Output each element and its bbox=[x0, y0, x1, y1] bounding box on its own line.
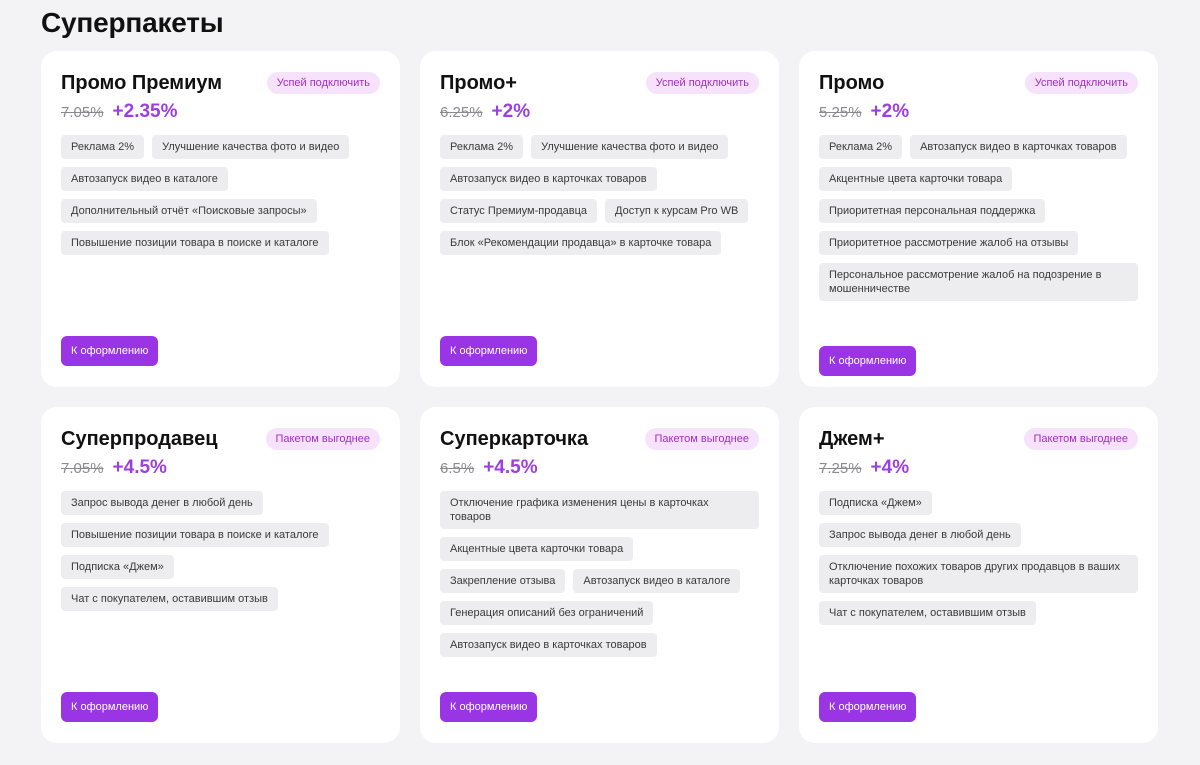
package-card-promo-premium: Промо Премиум Успей подключить 7.05% +2.… bbox=[41, 51, 400, 387]
feature-chip: Блок «Рекомендации продавца» в карточке … bbox=[440, 231, 722, 255]
package-badge: Успей подключить bbox=[1024, 72, 1138, 94]
package-card-jam-plus: Джем+ Пакетом выгоднее 7.25% +4% Подписк… bbox=[799, 407, 1158, 743]
package-badge: Пакетом выгоднее bbox=[1023, 428, 1138, 450]
checkout-button[interactable]: К оформлению bbox=[819, 692, 917, 722]
package-title: Промо bbox=[819, 71, 885, 94]
feature-chip: Статус Премиум-продавца bbox=[440, 199, 598, 223]
old-commission: 7.25% bbox=[819, 460, 862, 477]
old-commission: 7.05% bbox=[61, 104, 104, 121]
feature-list: Реклама 2% Улучшение качества фото и вид… bbox=[61, 135, 380, 255]
feature-chip: Дополнительный отчёт «Поисковые запросы» bbox=[61, 199, 317, 223]
package-title: Суперкарточка bbox=[440, 427, 589, 450]
package-badge: Пакетом выгоднее bbox=[265, 428, 380, 450]
feature-chip: Автозапуск видео в каталоге bbox=[61, 167, 228, 191]
feature-chip: Улучшение качества фото и видео bbox=[531, 135, 729, 159]
checkout-button[interactable]: К оформлению bbox=[440, 336, 538, 366]
package-badge: Успей подключить bbox=[645, 72, 759, 94]
feature-chip: Подписка «Джем» bbox=[819, 491, 932, 515]
old-commission: 5.25% bbox=[819, 104, 862, 121]
package-badge: Пакетом выгоднее bbox=[644, 428, 759, 450]
package-title: Джем+ bbox=[819, 427, 885, 450]
package-card-promo: Промо Успей подключить 5.25% +2% Реклама… bbox=[799, 51, 1158, 387]
new-commission: +4% bbox=[870, 457, 910, 478]
feature-chip: Отключение графика изменения цены в карт… bbox=[440, 491, 759, 529]
feature-chip: Генерация описаний без ограничений bbox=[440, 601, 654, 625]
checkout-button[interactable]: К оформлению bbox=[61, 692, 159, 722]
new-commission: +4.5% bbox=[112, 457, 167, 478]
feature-chip: Запрос вывода денег в любой день bbox=[61, 491, 263, 515]
checkout-button[interactable]: К оформлению bbox=[440, 692, 538, 722]
feature-chip: Подписка «Джем» bbox=[61, 555, 174, 579]
new-commission: +2% bbox=[870, 101, 910, 122]
package-badge: Успей подключить bbox=[266, 72, 380, 94]
feature-chip: Отключение похожих товаров других продав… bbox=[819, 555, 1138, 593]
feature-chip: Персональное рассмотрение жалоб на подоз… bbox=[819, 263, 1138, 301]
package-title: Промо Премиум bbox=[61, 71, 223, 94]
package-card-superseller: Суперпродавец Пакетом выгоднее 7.05% +4.… bbox=[41, 407, 400, 743]
feature-chip: Повышение позиции товара в поиске и ката… bbox=[61, 231, 329, 255]
feature-list: Подписка «Джем» Запрос вывода денег в лю… bbox=[819, 491, 1138, 625]
feature-chip: Запрос вывода денег в любой день bbox=[819, 523, 1021, 547]
feature-chip: Повышение позиции товара в поиске и ката… bbox=[61, 523, 329, 547]
feature-chip: Чат с покупателем, оставившим отзыв bbox=[61, 587, 278, 611]
feature-chip: Реклама 2% bbox=[440, 135, 524, 159]
checkout-button[interactable]: К оформлению bbox=[819, 346, 917, 376]
feature-chip: Доступ к курсам Pro WB bbox=[605, 199, 749, 223]
feature-list: Отключение графика изменения цены в карт… bbox=[440, 491, 759, 657]
new-commission: +2% bbox=[491, 101, 531, 122]
feature-chip: Акцентные цвета карточки товара bbox=[440, 537, 634, 561]
feature-chip: Акцентные цвета карточки товара bbox=[819, 167, 1013, 191]
feature-chip: Закрепление отзыва bbox=[440, 569, 566, 593]
package-card-promo-plus: Промо+ Успей подключить 6.25% +2% Реклам… bbox=[420, 51, 779, 387]
feature-chip: Автозапуск видео в карточках товаров bbox=[440, 167, 657, 191]
old-commission: 7.05% bbox=[61, 460, 104, 477]
feature-list: Реклама 2% Автозапуск видео в карточках … bbox=[819, 135, 1138, 301]
new-commission: +4.5% bbox=[483, 457, 538, 478]
package-title: Промо+ bbox=[440, 71, 517, 94]
feature-list: Реклама 2% Улучшение качества фото и вид… bbox=[440, 135, 759, 255]
feature-chip: Автозапуск видео в карточках товаров bbox=[910, 135, 1127, 159]
feature-chip: Реклама 2% bbox=[61, 135, 145, 159]
old-commission: 6.5% bbox=[440, 460, 475, 477]
old-commission: 6.25% bbox=[440, 104, 483, 121]
feature-chip: Чат с покупателем, оставившим отзыв bbox=[819, 601, 1036, 625]
page-title: Суперпакеты bbox=[41, 7, 224, 38]
checkout-button[interactable]: К оформлению bbox=[61, 336, 159, 366]
feature-chip: Автозапуск видео в карточках товаров bbox=[440, 633, 657, 657]
package-title: Суперпродавец bbox=[61, 427, 218, 450]
feature-chip: Приоритетное рассмотрение жалоб на отзыв… bbox=[819, 231, 1079, 255]
feature-list: Запрос вывода денег в любой день Повышен… bbox=[61, 491, 380, 611]
feature-chip: Улучшение качества фото и видео bbox=[152, 135, 350, 159]
feature-chip: Реклама 2% bbox=[819, 135, 903, 159]
package-card-supercard: Суперкарточка Пакетом выгоднее 6.5% +4.5… bbox=[420, 407, 779, 743]
feature-chip: Приоритетная персональная поддержка bbox=[819, 199, 1046, 223]
new-commission: +2.35% bbox=[112, 101, 178, 122]
packages-grid: Промо Премиум Успей подключить 7.05% +2.… bbox=[41, 51, 1159, 743]
feature-chip: Автозапуск видео в каталоге bbox=[573, 569, 741, 593]
